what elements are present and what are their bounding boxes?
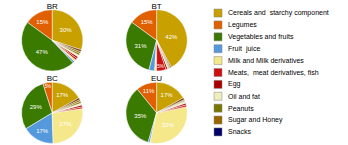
svg-text:42%: 42% [165,34,178,40]
svg-text:31%: 31% [134,43,147,49]
svg-text:5%: 5% [157,64,163,69]
svg-text:Peanuts: Peanuts [228,105,254,112]
svg-text:17%: 17% [161,92,174,98]
svg-text:EU: EU [151,74,162,83]
svg-text:17%: 17% [56,92,69,98]
svg-text:Vegetables and fruits: Vegetables and fruits [228,33,294,41]
svg-text:11%: 11% [143,88,155,94]
svg-text:15%: 15% [36,19,49,25]
svg-text:17%: 17% [36,128,49,134]
svg-text:Cereals and starchy component: Cereals and starchy component [228,9,329,17]
svg-text:27%: 27% [59,121,72,127]
svg-text:BC: BC [47,74,58,83]
svg-text:15%: 15% [141,19,154,25]
svg-text:Oil and fat: Oil and fat [228,93,260,100]
svg-text:Egg: Egg [228,80,241,88]
svg-text:BT: BT [151,2,161,11]
svg-text:BR: BR [47,2,58,11]
svg-text:29%: 29% [30,104,43,110]
svg-text:32%: 32% [162,122,175,128]
svg-text:5%: 5% [45,84,51,89]
svg-text:Snacks: Snacks [228,128,251,135]
svg-text:Meats, meat derivatives, fish: Meats, meat derivatives, fish [228,69,319,76]
svg-text:30%: 30% [60,27,73,33]
svg-text:Legumes: Legumes [228,21,257,29]
svg-text:Sugar and Honey: Sugar and Honey [228,116,283,124]
svg-text:47%: 47% [36,49,49,55]
svg-text:35%: 35% [134,113,147,119]
svg-text:Milk and Milk derivatives: Milk and Milk derivatives [228,57,304,64]
svg-text:Fruit juice: Fruit juice [228,45,260,53]
